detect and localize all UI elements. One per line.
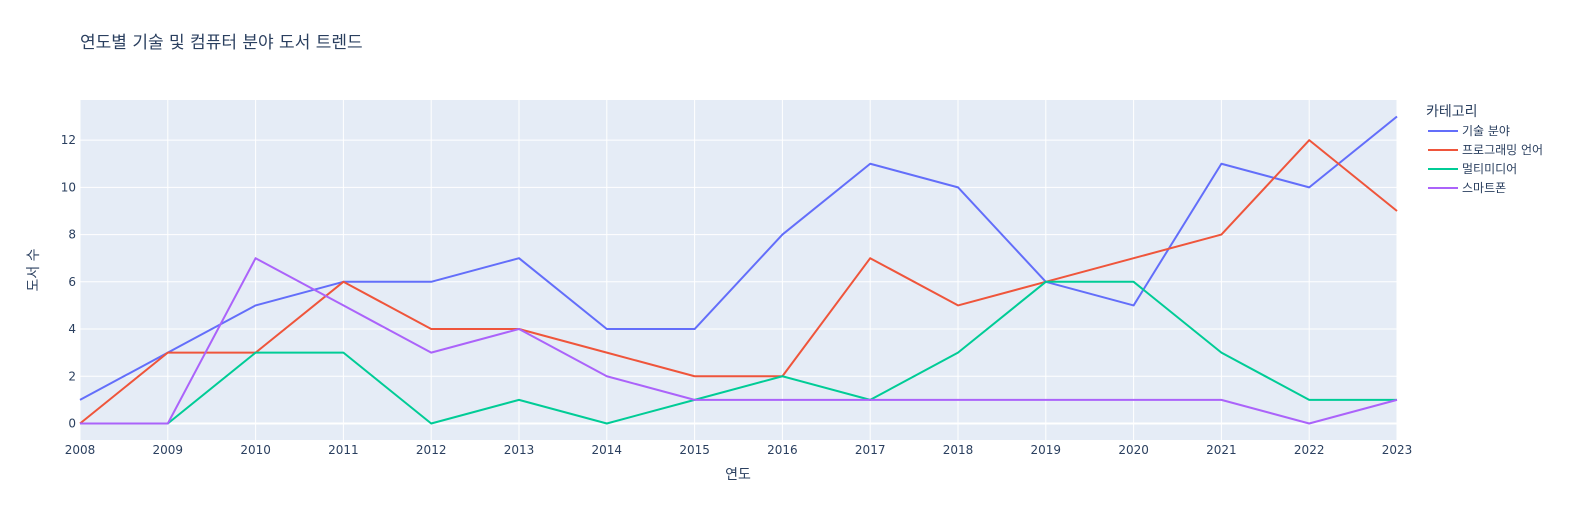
- y-tick-label: 12: [61, 133, 76, 147]
- x-axis-title: 연도: [725, 467, 751, 483]
- series-lines: [79, 115, 1398, 425]
- series-line-1: [79, 115, 1398, 401]
- y-axis-title: 도서 수: [26, 248, 42, 291]
- y-axis-ticks: 0 2 4 6 8 10 12: [61, 133, 76, 430]
- y-tick-label: 8: [68, 228, 76, 242]
- y-tick-label: 0: [68, 416, 76, 430]
- x-tick-label: 2011: [328, 443, 359, 457]
- x-tick-label: 2008: [65, 443, 96, 457]
- series-line-3: [80, 280, 1397, 425]
- x-tick-label: 2010: [240, 443, 271, 457]
- x-tick-label: 2022: [1294, 443, 1325, 457]
- series-line-2: [79, 139, 1398, 425]
- x-tick-label: 2009: [153, 443, 184, 457]
- x-tick-label: 2014: [592, 443, 623, 457]
- y-tick-label: 2: [68, 369, 76, 383]
- y-tick-label: 6: [68, 275, 76, 289]
- legend-label: 멀티미디어: [1462, 162, 1517, 176]
- x-tick-label: 2021: [1206, 443, 1237, 457]
- x-tick-label: 2017: [855, 443, 886, 457]
- chart-title: 연도별 기술 및 컴퓨터 분야 도서 트렌드: [80, 33, 363, 53]
- x-tick-label: 2012: [416, 443, 447, 457]
- x-tick-label: 2015: [679, 443, 710, 457]
- legend-label: 스마트폰: [1462, 181, 1506, 195]
- x-tick-label: 2023: [1382, 443, 1413, 457]
- x-tick-label: 2016: [767, 443, 798, 457]
- plot-area: [80, 100, 1397, 440]
- grid: [79, 100, 1398, 440]
- series-line-4: [80, 257, 1398, 425]
- x-tick-label: 2013: [504, 443, 535, 457]
- x-tick-label: 2019: [1031, 443, 1062, 457]
- y-tick-label: 10: [61, 180, 76, 194]
- x-tick-label: 2018: [943, 443, 974, 457]
- legend-label: 기술 분야: [1462, 124, 1510, 138]
- x-tick-label: 2020: [1118, 443, 1149, 457]
- legend-label: 프로그래밍 언어: [1462, 143, 1543, 157]
- y-tick-label: 4: [68, 322, 76, 336]
- legend-title: 카테고리: [1426, 104, 1478, 120]
- x-axis-ticks: 2008 2009 2010 2011 2012 2013 2014 2015 2016 2017…: [65, 443, 1413, 457]
